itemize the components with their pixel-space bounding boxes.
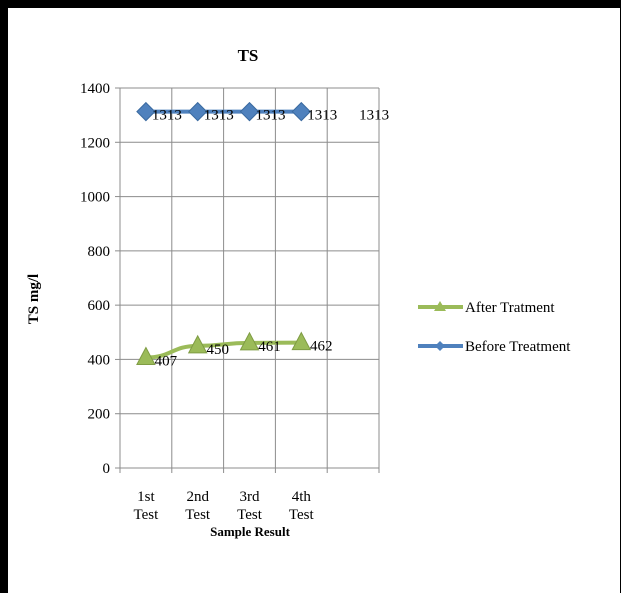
chart-title: TS bbox=[238, 46, 259, 65]
legend-marker-triangle bbox=[434, 301, 446, 311]
y-tick-label: 800 bbox=[88, 244, 111, 260]
data-label: 1313 bbox=[256, 108, 286, 124]
point-diamond bbox=[187, 101, 208, 122]
data-label: 407 bbox=[155, 354, 178, 370]
legend-marker-diamond bbox=[435, 341, 445, 351]
x-tick-label: 2nd Test bbox=[185, 489, 211, 523]
y-tick-label: 1000 bbox=[80, 190, 110, 206]
data-label: 450 bbox=[206, 342, 229, 358]
x-axis-label: Sample Result bbox=[210, 524, 290, 539]
chart-frame: TS TS mg/l Sample Result 0 200 400 600 800 10… bbox=[8, 8, 620, 593]
data-label: 461 bbox=[258, 339, 281, 355]
y-tick-label: 1400 bbox=[80, 81, 110, 97]
y-tick-label: 1200 bbox=[80, 135, 110, 151]
x-tick-label: 1st Test bbox=[134, 489, 160, 523]
x-tick-label: 4th Test bbox=[289, 489, 315, 523]
series-line-1 bbox=[143, 340, 304, 360]
legend-label: Before Treatment bbox=[465, 339, 571, 355]
x-tick-label: 3rd Test bbox=[237, 489, 263, 523]
point-diamond bbox=[136, 101, 156, 122]
y-tick-label: 600 bbox=[88, 298, 111, 314]
legend-label: After Tratment bbox=[465, 300, 555, 316]
point-triangle bbox=[136, 346, 156, 366]
data-label: 1313 bbox=[152, 108, 182, 124]
data-label: 1313 bbox=[204, 108, 234, 124]
point-triangle bbox=[239, 331, 260, 351]
point-diamond bbox=[239, 101, 260, 122]
point-diamond bbox=[291, 101, 312, 122]
y-tick-label: 200 bbox=[88, 407, 111, 423]
point-triangle bbox=[291, 331, 312, 351]
data-label: 1313 bbox=[307, 108, 337, 124]
point-triangle bbox=[187, 334, 208, 354]
data-label: 1313 bbox=[359, 108, 389, 124]
y-tick-label: 400 bbox=[88, 352, 111, 368]
y-axis-label: TS mg/l bbox=[26, 274, 42, 324]
line-chart: TS TS mg/l Sample Result 0 200 400 600 800 10… bbox=[26, 46, 571, 539]
y-tick-label: 0 bbox=[103, 461, 111, 477]
data-label: 462 bbox=[310, 339, 333, 355]
